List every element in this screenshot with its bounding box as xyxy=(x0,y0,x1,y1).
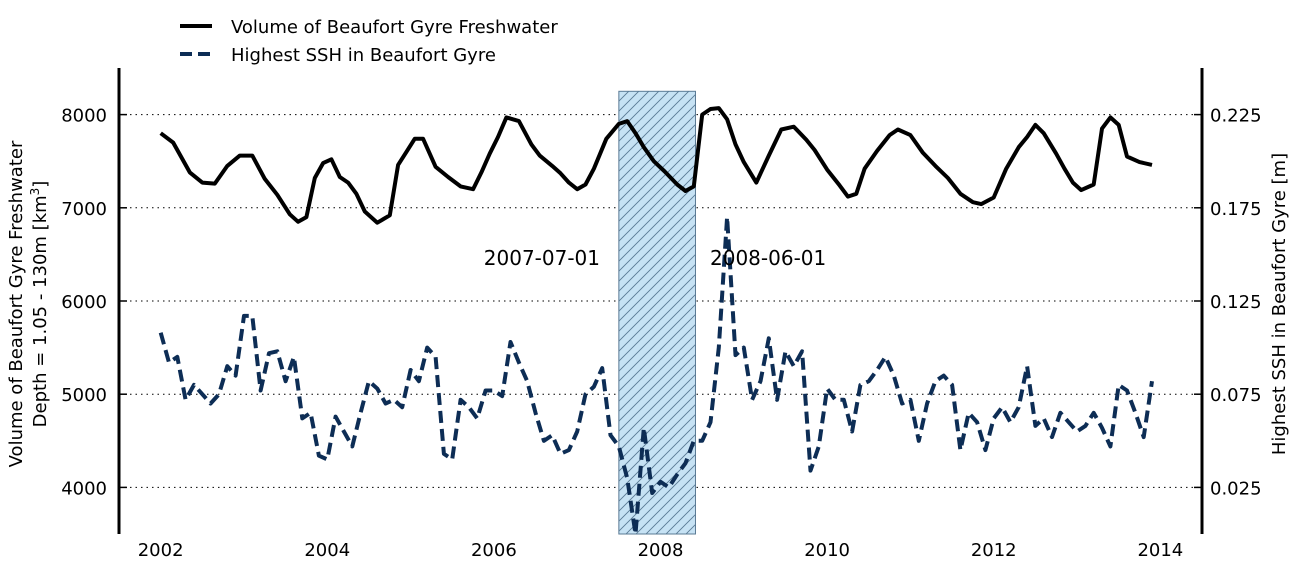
x-tick-label-5: 2012 xyxy=(971,540,1017,561)
y-left-tick-label-4: 8000 xyxy=(61,106,107,127)
y-left-label-sup: 3 xyxy=(28,188,42,196)
y-left-label: Volume of Beaufort Gyre Freshwater Depth… xyxy=(6,140,51,467)
x-tick-label-6: 2014 xyxy=(1137,540,1183,561)
y-left-tick-label-3: 7000 xyxy=(61,199,107,220)
y-left-tick-label-0: 4000 xyxy=(61,478,107,499)
y-left-label-line2: Depth = 1.05 - 130m [km3] xyxy=(28,181,51,428)
y-left-label-prefix: Depth = 1.05 - 130m [km xyxy=(30,195,51,427)
y-right-tick-label-0: 0.025 xyxy=(1210,478,1262,499)
y-left-tick-label-2: 6000 xyxy=(61,292,107,313)
y-left-label-suffix: ] xyxy=(30,181,51,188)
x-tick-label-3: 2008 xyxy=(638,540,684,561)
axes: 4000 5000 6000 7000 8000 0.025 0.075 0.125 0.175… xyxy=(61,68,1262,561)
series-line-volume xyxy=(159,106,1153,225)
y-right-tick-label-1: 0.075 xyxy=(1210,385,1262,406)
legend: Volume of Beaufort Gyre Freshwater Highe… xyxy=(180,17,558,66)
y-right-tick-label-4: 0.225 xyxy=(1210,106,1262,127)
series-line-ssh xyxy=(158,215,1154,536)
x-tick-label-2: 2006 xyxy=(471,540,517,561)
y-right-tick-label-2: 0.125 xyxy=(1210,292,1262,313)
x-tick-label-4: 2010 xyxy=(804,540,850,561)
y-right-label: Highest SSH in Beaufort Gyre [m] xyxy=(1269,153,1290,455)
legend-entry-volume: Volume of Beaufort Gyre Freshwater xyxy=(231,17,558,38)
x-tick-label-1: 2004 xyxy=(304,540,350,561)
y-left-tick-label-1: 5000 xyxy=(61,385,107,406)
highlight-end-label: 2008-06-01 xyxy=(710,246,826,270)
y-left-label-line1: Volume of Beaufort Gyre Freshwater xyxy=(6,140,27,467)
highlight-start-label: 2007-07-01 xyxy=(484,246,600,270)
y-right-tick-label-3: 0.175 xyxy=(1210,199,1262,220)
x-tick-label-0: 2002 xyxy=(138,540,184,561)
legend-entry-ssh: Highest SSH in Beaufort Gyre xyxy=(231,45,496,66)
series-group xyxy=(158,106,1154,536)
